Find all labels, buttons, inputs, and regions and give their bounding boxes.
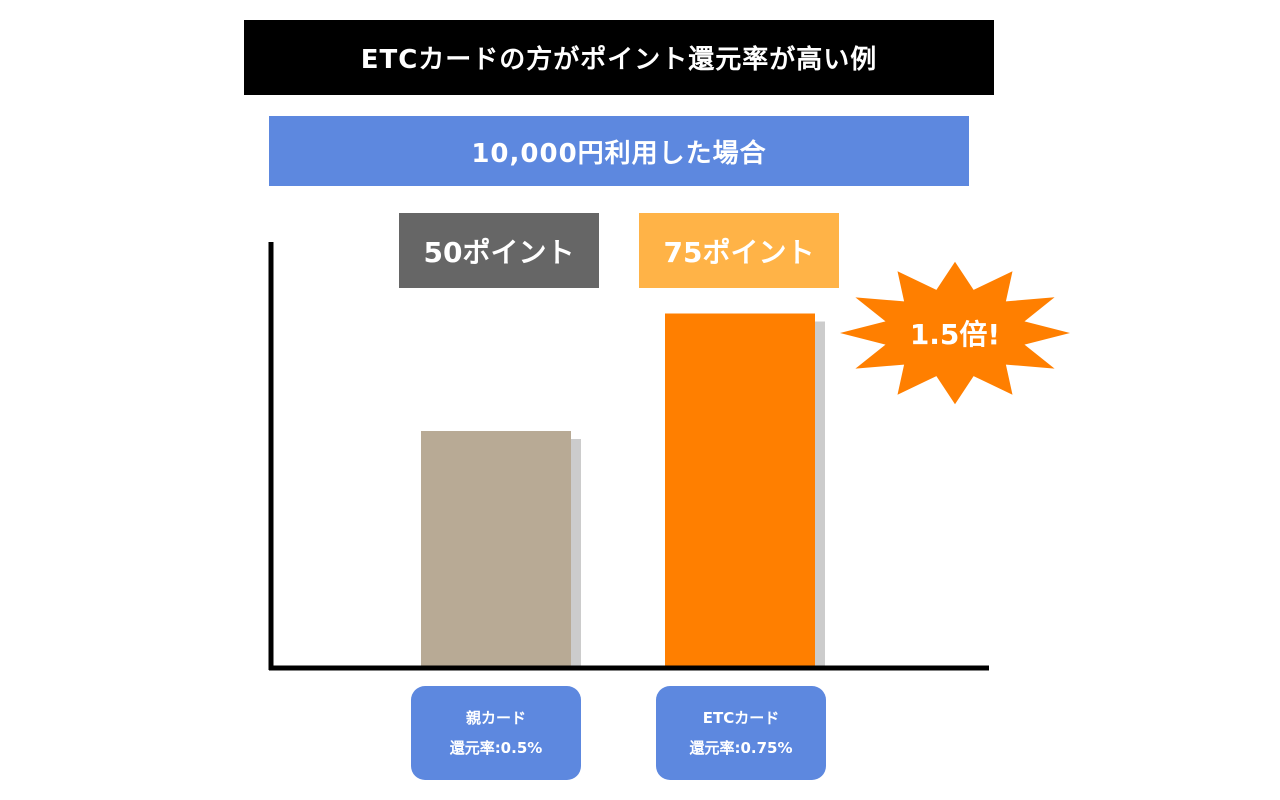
bar-etc-card — [665, 313, 815, 666]
value-label-oya-card-text: 50ポイント — [423, 235, 575, 269]
chart-subtitle: 10,000円利用した場合 — [269, 116, 969, 186]
burst-shape — [840, 261, 1070, 405]
value-label-etc-card: 75ポイント — [639, 213, 839, 288]
value-label-oya-card: 50ポイント — [399, 213, 599, 288]
category-label-oya-card: 親カード 還元率:0.5% — [411, 686, 581, 780]
chart-title: ETCカードの方がポイント還元率が高い例 — [244, 20, 994, 95]
category-label-etc-card: ETCカード 還元率:0.75% — [656, 686, 826, 780]
bar-oya-card — [421, 431, 571, 666]
chart-title-text: ETCカードの方がポイント還元率が高い例 — [360, 45, 878, 75]
category-label-etc-card-rate: 還元率:0.75% — [689, 739, 793, 757]
category-label-oya-card-rate: 還元率:0.5% — [449, 739, 543, 757]
burst-annotation-text: 1.5倍! — [909, 318, 1001, 351]
burst-annotation: 1.5倍! — [890, 305, 1020, 361]
chart-subtitle-text: 10,000円利用した場合 — [471, 138, 767, 169]
category-label-oya-card-name: 親カード — [465, 709, 526, 727]
bars-layer — [421, 313, 825, 666]
value-label-etc-card-text: 75ポイント — [663, 235, 815, 269]
category-label-etc-card-name: ETCカード — [702, 709, 780, 727]
